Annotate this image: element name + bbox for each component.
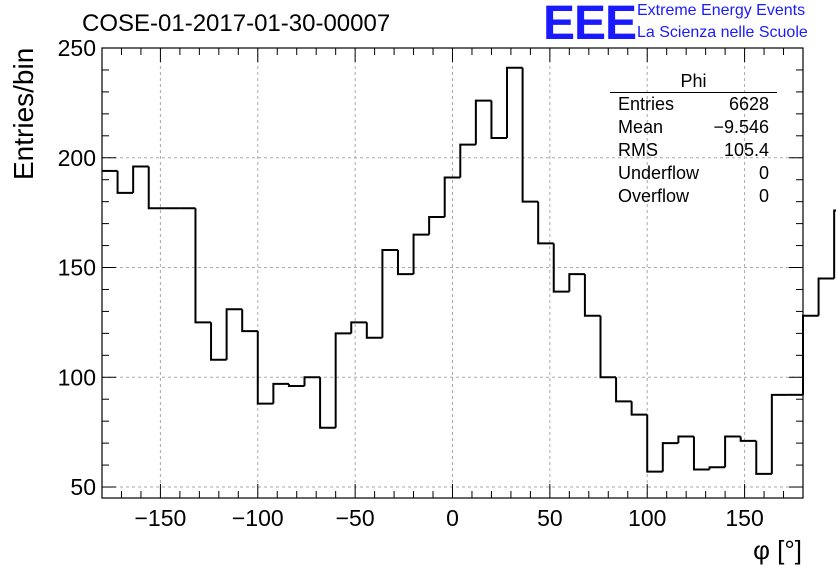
histogram-bin: [412, 233, 430, 275]
histogram-bin: [365, 322, 383, 339]
histogram-bin: [646, 414, 663, 473]
stats-value: 105.4: [723, 140, 769, 160]
histogram-bin: [552, 243, 570, 293]
stats-label: RMS: [618, 140, 658, 160]
y-tick-label: 250: [58, 35, 96, 61]
histogram-bin: [287, 383, 305, 388]
stats-row-underflow: Underflow 0: [610, 162, 777, 185]
x-tick-label: −50: [336, 505, 375, 531]
y-tick-label: 200: [58, 145, 96, 171]
histogram-bin: [241, 309, 258, 333]
y-tick-label: 50: [70, 474, 96, 500]
histogram-bin: [583, 274, 601, 317]
histogram-bin: [817, 277, 835, 316]
histogram-bin: [319, 377, 336, 429]
stats-row-rms: RMS 105.4: [610, 139, 777, 162]
histogram-bin: [521, 67, 539, 203]
histogram-bin: [770, 393, 788, 474]
stats-row-mean: Mean −9.546: [610, 116, 777, 139]
stats-value: −9.546: [713, 117, 769, 137]
histogram-bin: [802, 314, 819, 395]
stats-label: Mean: [618, 117, 664, 137]
histogram-bin: [272, 382, 289, 404]
histogram-bin: [381, 248, 398, 338]
logo-line-2: La Scienza nelle Scuole: [637, 24, 808, 41]
stats-value: 6628: [728, 94, 769, 114]
histogram-bin: [568, 273, 585, 292]
stats-value: 0: [758, 163, 769, 183]
x-axis-label: φ [°]: [753, 535, 802, 565]
x-tick-label: −150: [135, 505, 187, 531]
histogram-bin: [147, 166, 165, 210]
histogram-bin: [334, 332, 352, 428]
run-title: COSE-01-2017-01-30-00007: [82, 10, 391, 37]
histogram-bin: [739, 436, 757, 442]
histogram-bin: [428, 216, 445, 235]
histogram-bin: [210, 322, 227, 361]
histogram-bin: [132, 165, 149, 193]
x-tick-label: 0: [446, 505, 459, 531]
stats-row-overflow: Overflow 0: [610, 185, 777, 208]
x-tick-label: −100: [232, 505, 284, 531]
histogram-bin: [630, 401, 648, 416]
histogram-bin: [755, 440, 772, 475]
y-axis-label: Entries/bin: [8, 47, 39, 180]
y-tick-label: 100: [58, 364, 96, 390]
histogram-bin: [537, 201, 554, 245]
histogram-bin: [708, 466, 726, 470]
histogram-bin: [443, 176, 461, 218]
stats-value: 0: [758, 186, 769, 206]
x-tick-label: 150: [725, 505, 763, 531]
stats-row-entries: Entries 6628: [610, 93, 777, 116]
histogram-bin: [459, 143, 476, 178]
histogram-bin: [116, 170, 134, 194]
histogram-bin: [194, 208, 212, 324]
histogram-bin: [661, 442, 679, 472]
x-tick-label: 50: [537, 505, 563, 531]
histogram-bin: [692, 436, 710, 471]
histogram-bin: [724, 435, 741, 468]
stats-label: Underflow: [618, 163, 700, 183]
stats-title: Phi: [610, 70, 777, 93]
histogram-bin: [833, 209, 836, 279]
histogram-bin: [350, 321, 367, 334]
histogram-bin: [490, 100, 508, 139]
histogram-bin: [396, 249, 414, 276]
histogram-bin: [303, 376, 321, 387]
histogram-bin: [677, 435, 694, 444]
histogram-bin: [615, 377, 632, 403]
stats-label: Entries: [618, 94, 675, 114]
histogram-bin: [256, 331, 274, 405]
stats-label: Overflow: [618, 186, 690, 206]
histogram-bin: [474, 99, 492, 145]
y-tick-label: 150: [58, 255, 96, 281]
logo-line-1: Extreme Energy Events: [637, 2, 806, 19]
stats-box: Phi Entries 6628 Mean −9.546 RMS 105.4 U…: [610, 70, 777, 208]
x-tick-label: 100: [628, 505, 666, 531]
histogram-bin: [599, 315, 617, 379]
eee-logo: EEE: [543, 0, 637, 50]
histogram-bin: [225, 308, 243, 360]
histogram-bin: [506, 66, 523, 138]
